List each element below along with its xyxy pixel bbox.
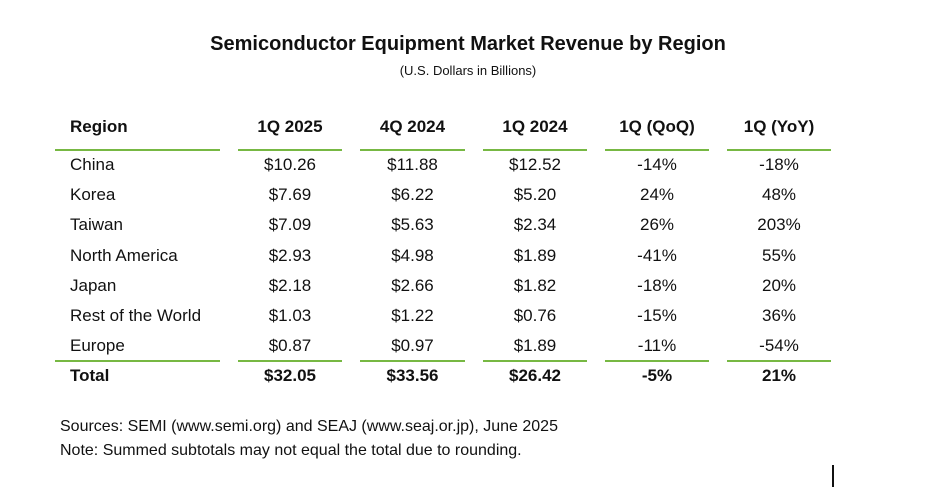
total-row: Total $32.05 $33.56 $26.42 -5% 21% xyxy=(0,361,936,391)
value-cell: $0.87 xyxy=(268,336,312,356)
rounding-note: Note: Summed subtotals may not equal the… xyxy=(60,442,522,459)
value-cell: 203% xyxy=(757,215,801,235)
value-cell: 24% xyxy=(639,185,675,205)
header-row: Region 1Q 2025 4Q 2024 1Q 2024 1Q (QoQ) 1Q (Y… xyxy=(0,112,936,142)
region-cell: Korea xyxy=(70,185,116,205)
header-divider xyxy=(360,149,465,151)
value-cell: -18% xyxy=(759,155,799,174)
value-cell: $33.56 xyxy=(386,366,439,385)
value-cell: -11% xyxy=(637,336,677,356)
value-cell: -41% xyxy=(637,245,677,265)
value-cell: $32.05 xyxy=(264,366,316,385)
value-cell: 21% xyxy=(761,366,797,385)
total-divider xyxy=(605,360,709,362)
value-cell: $1.89 xyxy=(513,336,557,356)
value-cell: $2.66 xyxy=(391,275,434,295)
value-cell: 36% xyxy=(761,306,797,325)
total-divider xyxy=(238,360,342,362)
value-cell: $6.22 xyxy=(391,185,434,205)
value-cell: $1.22 xyxy=(391,306,434,325)
value-cell: $2.18 xyxy=(268,275,312,295)
header-divider xyxy=(238,149,342,151)
table-row: Europe $0.87 $0.97 $1.89 -11% -54% xyxy=(0,331,936,361)
value-cell: 1Q 2025 xyxy=(257,117,323,136)
value-cell: $7.09 xyxy=(268,215,312,235)
value-cell: $1.89 xyxy=(513,245,557,265)
value-cell: $0.76 xyxy=(513,306,557,325)
value-cell: $10.26 xyxy=(264,155,316,174)
total-divider xyxy=(55,360,220,362)
value-cell: 26% xyxy=(639,215,675,235)
header-divider xyxy=(727,149,831,151)
value-cell: -54% xyxy=(759,336,799,356)
header-divider xyxy=(55,149,220,151)
value-cell: 1Q 2024 xyxy=(502,117,568,136)
value-cell: -18% xyxy=(637,275,677,295)
table-row: Taiwan $7.09 $5.63 $2.34 26% 203% xyxy=(0,210,936,240)
table-row: Korea $7.69 $6.22 $5.20 24% 48% xyxy=(0,180,936,210)
region-cell: North America xyxy=(70,245,178,265)
value-cell: 1Q (YoY) xyxy=(743,117,815,136)
value-cell: $1.82 xyxy=(513,275,557,295)
value-cell: $4.98 xyxy=(391,245,434,265)
table-row: North America $2.93 $4.98 $1.89 -41% 55% xyxy=(0,241,936,271)
sources-note: Sources: SEMI (www.semi.org) and SEAJ (w… xyxy=(60,418,558,435)
value-cell: 48% xyxy=(761,185,797,205)
table-row: Japan $2.18 $2.66 $1.82 -18% 20% xyxy=(0,271,936,301)
region-cell: Japan xyxy=(70,275,117,295)
region-cell: Europe xyxy=(70,336,125,356)
table-row: China $10.26 $11.88 $12.52 -14% -18% xyxy=(0,150,936,180)
total-divider xyxy=(483,360,587,362)
total-divider xyxy=(727,360,831,362)
header-divider xyxy=(483,149,587,151)
value-cell: $5.20 xyxy=(513,185,557,205)
table-subtitle: (U.S. Dollars in Billions) xyxy=(399,63,537,78)
value-cell: 4Q 2024 xyxy=(379,117,446,136)
value-cell: $12.52 xyxy=(509,155,561,174)
table-row: Rest of the World $1.03 $1.22 $0.76 -15% 36% xyxy=(0,301,936,331)
value-cell: -14% xyxy=(637,155,677,174)
value-cell: -5% xyxy=(641,366,673,385)
value-cell: $2.93 xyxy=(268,245,312,265)
table-title: Semiconductor Equipment Market Revenue b… xyxy=(210,33,726,55)
region-cell: Region xyxy=(70,117,128,136)
region-cell: Total xyxy=(70,366,110,385)
region-cell: Taiwan xyxy=(70,215,123,235)
value-cell: $2.34 xyxy=(513,215,557,235)
value-cell: $0.97 xyxy=(391,336,434,356)
region-cell: China xyxy=(70,155,115,174)
text-cursor xyxy=(832,465,834,487)
value-cell: 55% xyxy=(761,245,797,265)
value-cell: $11.88 xyxy=(387,155,438,174)
region-cell: Rest of the World xyxy=(70,306,202,325)
value-cell: -15% xyxy=(637,306,677,325)
total-divider xyxy=(360,360,465,362)
value-cell: 20% xyxy=(761,275,797,295)
value-cell: 1Q (QoQ) xyxy=(619,117,695,136)
value-cell: $1.03 xyxy=(268,306,312,325)
value-cell: $5.63 xyxy=(391,215,434,235)
value-cell: $7.69 xyxy=(268,185,312,205)
value-cell: $26.42 xyxy=(509,366,561,385)
header-divider xyxy=(605,149,709,151)
